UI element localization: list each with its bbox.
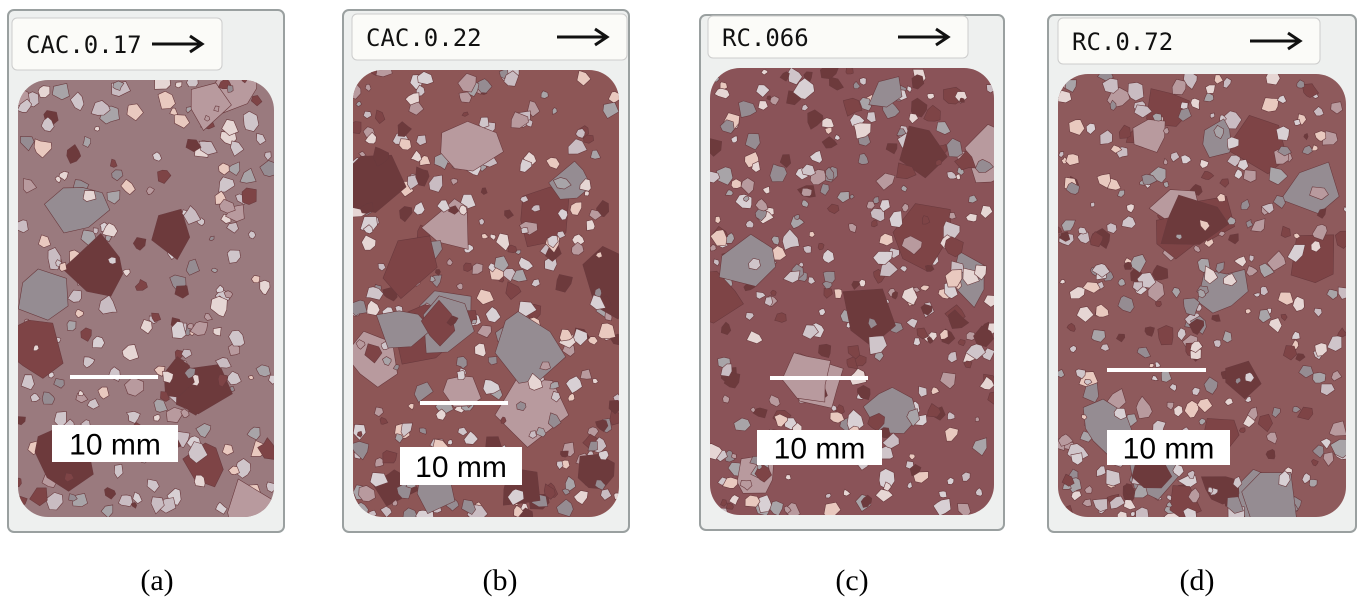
scale-label: 10 mm bbox=[1123, 433, 1215, 466]
aggregate bbox=[801, 188, 812, 196]
aggregate bbox=[872, 220, 878, 227]
aggregate bbox=[1158, 326, 1173, 345]
aggregate bbox=[227, 85, 233, 92]
aggregate bbox=[834, 289, 842, 299]
aggregate bbox=[919, 386, 928, 397]
aggregate bbox=[1066, 154, 1079, 166]
aggregate bbox=[1131, 512, 1135, 517]
scale-label: 10 mm bbox=[69, 429, 161, 462]
aggregate bbox=[960, 98, 965, 102]
caption: (b) bbox=[483, 564, 518, 597]
figure: CAC.0.17 10 mm (a) CAC.0.22 10 mm (b) RC.066 10… bbox=[0, 0, 1368, 602]
caption: (c) bbox=[835, 564, 868, 597]
aggregate bbox=[1309, 479, 1317, 487]
caption: (d) bbox=[1180, 564, 1215, 597]
aggregate bbox=[194, 475, 205, 487]
scale-label: 10 mm bbox=[415, 451, 507, 484]
aggregate bbox=[720, 82, 727, 89]
aggregate bbox=[975, 417, 979, 422]
aggregate bbox=[242, 188, 256, 205]
sample-label: RC.0.72 bbox=[1072, 28, 1173, 56]
aggregate bbox=[1276, 126, 1289, 141]
aggregate bbox=[1149, 364, 1154, 368]
aggregate bbox=[67, 321, 76, 331]
aggregate bbox=[823, 271, 835, 283]
aggregate bbox=[457, 370, 465, 379]
aggregate bbox=[1124, 262, 1132, 269]
panel: RC.0.72 10 mm bbox=[1048, 15, 1356, 532]
aggregate bbox=[1181, 102, 1189, 109]
panel: RC.066 10 mm bbox=[680, 15, 1019, 530]
panel: CAC.0.22 10 mm bbox=[340, 10, 647, 532]
aggregate bbox=[585, 191, 590, 196]
caption: (a) bbox=[140, 564, 173, 597]
specimen bbox=[2, 54, 290, 546]
aggregate bbox=[93, 228, 98, 234]
aggregate bbox=[560, 451, 568, 457]
aggregate bbox=[154, 415, 161, 422]
sample-label: RC.066 bbox=[722, 24, 809, 52]
sample-label: CAC.0.22 bbox=[366, 24, 482, 52]
aggregate bbox=[913, 338, 920, 346]
aggregate bbox=[1205, 85, 1215, 94]
sample-label: CAC.0.17 bbox=[26, 31, 142, 59]
aggregate bbox=[939, 491, 947, 498]
aggregate bbox=[1091, 202, 1095, 207]
panel: CAC.0.17 10 mm bbox=[2, 10, 290, 546]
aggregate bbox=[1156, 301, 1162, 306]
aggregate bbox=[1294, 120, 1301, 126]
scale-label: 10 mm bbox=[774, 433, 866, 466]
aggregate bbox=[521, 227, 528, 233]
aggregate bbox=[1313, 372, 1326, 383]
